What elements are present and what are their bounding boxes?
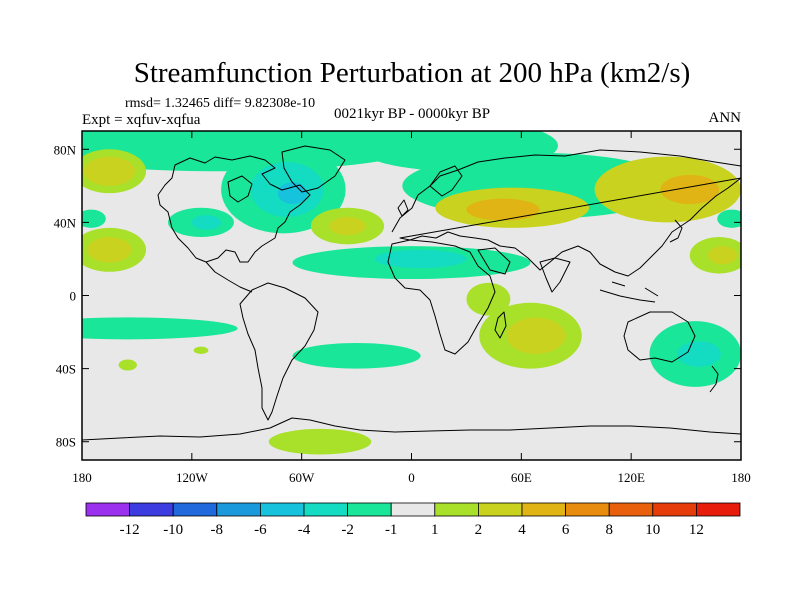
colorbar-label: 4 [518,522,526,538]
x-tick-label: 0 [408,470,415,485]
y-tick-label: 40S [56,362,76,377]
x-tick-label: 60W [289,470,315,485]
region-east-asia-core [660,174,720,205]
colorbar-label: -1 [385,522,398,538]
x-tick-label: 120E [617,470,645,485]
coast-hudson-bay [227,175,253,203]
y-tick-label: 40N [54,215,77,230]
region-central-asia-core [466,198,540,221]
coast-india [539,257,571,293]
colorbar-box [303,502,348,517]
colorbar-label: -8 [211,522,224,538]
region-antarctic-atlantic [268,428,372,455]
y-tick-label: 80S [56,435,76,450]
colorbar-label: 2 [475,522,483,538]
coast-south-america [239,282,319,421]
coast-madagascar [494,311,507,339]
region-gulf-core [191,215,222,230]
x-tick-label: 180 [731,470,751,485]
colorbar-label: 10 [645,522,660,538]
colorbar-label: 12 [689,522,704,538]
colorbar-box [434,502,479,517]
coast-eurasia [391,149,741,277]
colorbar-box [390,502,436,517]
stats-label: rmsd= 1.32465 diff= 9.82308e-10 [125,96,315,111]
region-east-pacific-tropics-core [87,237,132,263]
coast-arabia [477,247,511,275]
colorbar-box [259,502,305,517]
contour-fills [82,131,741,455]
region-north-america-deep [277,182,308,205]
map-panel: 180 120W 60W 0 60E 120E 180 80N 40N 0 40S 80S [54,130,751,485]
region-australia-east-core [676,341,721,367]
region-atlantic-midlat-core [329,216,366,236]
region-east-africa [466,282,511,316]
x-tick-label: 180 [72,470,92,485]
region-south-pacific-warm [118,359,137,371]
axis-ticks: 180 120W 60W 0 60E 120E 180 80N 40N 0 40S 80S [54,131,751,485]
coast-australia [623,311,696,363]
coast-africa [387,239,496,355]
coast-antarctica [82,417,741,441]
colorbar-box [521,502,566,517]
region-arctic-north-atlantic [82,131,421,172]
colorbar-box [347,502,392,517]
y-tick-label: 80N [54,142,77,157]
region-indian-ocean-south-core [506,317,566,354]
colorbar-box [172,502,218,517]
colorbar-box [85,502,130,517]
colorbar-box [696,502,741,517]
coast-japan [669,219,683,243]
colorbar-label: -2 [341,522,354,538]
chart-title: Streamfunction Perturbation at 200 hPa (… [134,57,691,89]
region-west-pacific-tropics-core [708,246,738,265]
colorbar-box [652,502,697,517]
colorbar: -12 -10 -8 -6 -4 -2 -1 1 2 4 6 8 10 12 [85,502,741,538]
colorbar-box [608,502,654,517]
coast-new-zealand [709,365,719,393]
coast-north-america [157,155,311,263]
colorbar-label: -10 [163,522,183,538]
coast-scandinavia [429,165,463,197]
coastlines [82,145,741,441]
region-south-pacific-warm-2 [193,346,209,354]
coast-greenland [281,145,346,193]
colorbar-box [216,502,261,517]
colorbar-label: -12 [120,522,140,538]
x-tick-label: 120W [176,470,209,485]
colorbar-label: -6 [254,522,267,538]
experiment-label: Expt = xqfuv-xqfua [82,112,201,128]
colorbar-label: -4 [298,522,311,538]
colorbar-label: 6 [562,522,570,538]
colorbar-label: 1 [431,522,439,538]
coast-british-isles [397,199,409,217]
region-south-pacific-band [82,317,238,340]
region-west-pacific-east [717,209,741,228]
colorbar-label: 8 [605,522,613,538]
colorbar-box [477,502,523,517]
period-label: 0021kyr BP - 0000kyr BP [334,106,490,122]
region-subtropical-band-core [374,249,467,269]
coast-central-america [205,261,253,293]
colorbar-box [565,502,610,517]
y-tick-label: 0 [70,289,77,304]
x-tick-label: 60E [511,470,532,485]
season-label: ANN [709,110,742,126]
colorbar-box [129,502,174,517]
region-east-pacific-west [82,209,106,228]
region-north-pacific-west-core [83,156,136,186]
region-south-atlantic [292,343,421,369]
coast-indonesia [599,281,659,303]
